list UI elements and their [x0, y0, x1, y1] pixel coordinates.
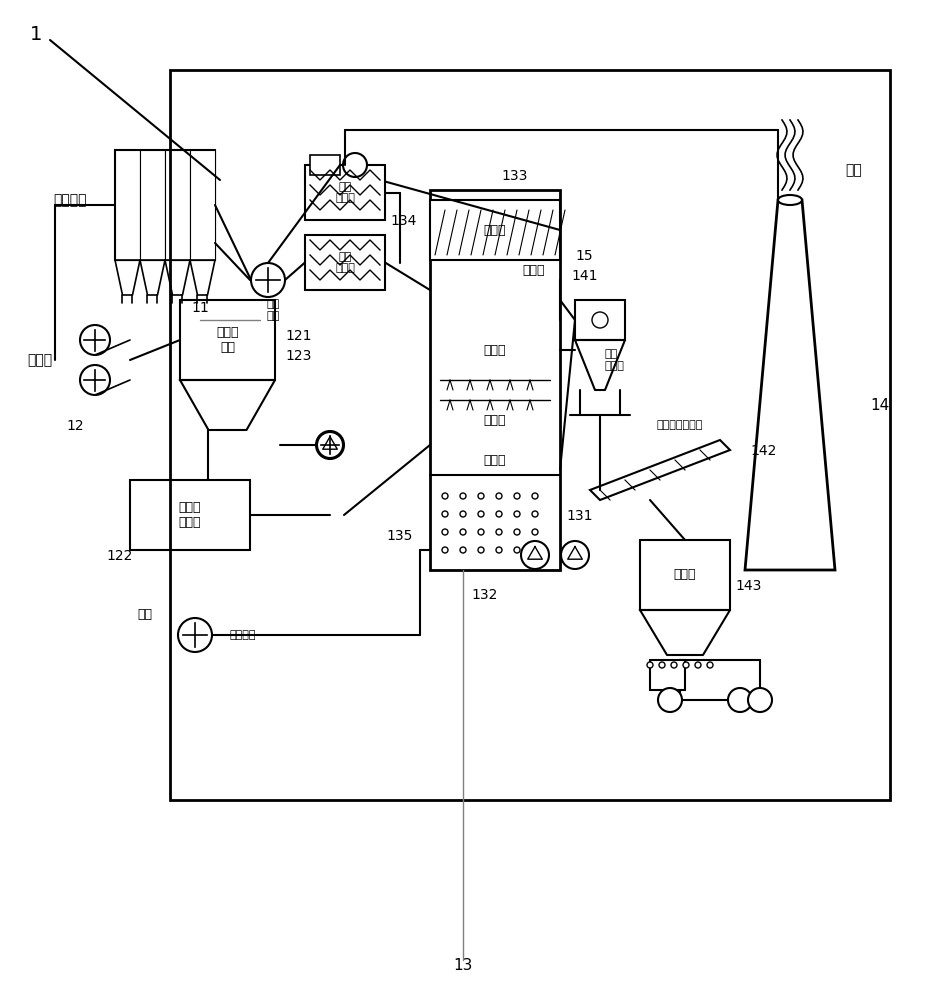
Text: 131: 131	[566, 509, 593, 523]
Text: 134: 134	[390, 214, 416, 228]
Circle shape	[592, 312, 608, 328]
Text: 1: 1	[30, 25, 43, 44]
Circle shape	[316, 431, 344, 459]
Text: 13: 13	[453, 958, 473, 973]
Circle shape	[478, 511, 484, 517]
Circle shape	[521, 541, 549, 569]
Circle shape	[460, 493, 466, 499]
Circle shape	[343, 153, 367, 177]
Circle shape	[748, 688, 772, 712]
FancyBboxPatch shape	[430, 190, 560, 570]
Text: 142: 142	[750, 444, 777, 458]
Text: 11: 11	[191, 301, 209, 315]
Text: 石膏仓: 石膏仓	[674, 568, 696, 582]
Circle shape	[478, 493, 484, 499]
Circle shape	[707, 662, 713, 668]
Circle shape	[514, 529, 520, 535]
Text: 12: 12	[66, 419, 83, 433]
FancyBboxPatch shape	[130, 480, 250, 550]
Text: 水力
旋流器: 水力 旋流器	[605, 349, 625, 371]
Text: 烟气
换热器: 烟气 换热器	[335, 182, 355, 203]
Circle shape	[683, 662, 689, 668]
Text: 循环槽: 循环槽	[484, 454, 506, 466]
Text: 电除尘器: 电除尘器	[53, 193, 87, 207]
Circle shape	[532, 511, 538, 517]
FancyBboxPatch shape	[165, 150, 190, 260]
FancyBboxPatch shape	[650, 660, 685, 690]
Text: 121: 121	[285, 329, 311, 343]
FancyBboxPatch shape	[310, 155, 340, 175]
Circle shape	[80, 365, 110, 395]
Circle shape	[478, 529, 484, 535]
FancyBboxPatch shape	[430, 200, 560, 260]
Circle shape	[251, 263, 285, 297]
Text: 吸收塔: 吸收塔	[484, 414, 506, 426]
Circle shape	[496, 511, 502, 517]
Circle shape	[496, 493, 502, 499]
Circle shape	[671, 662, 677, 668]
Text: 真空皮带脱水机: 真空皮带脱水机	[657, 420, 704, 430]
Text: 143: 143	[735, 579, 761, 593]
Text: 空气: 空气	[137, 608, 153, 621]
FancyBboxPatch shape	[115, 150, 215, 260]
Polygon shape	[745, 200, 835, 570]
Text: 洗洤区: 洗洤区	[484, 344, 506, 357]
Text: 141: 141	[572, 269, 598, 283]
Circle shape	[695, 662, 701, 668]
FancyBboxPatch shape	[140, 150, 165, 260]
Text: 增压
风机: 增压 风机	[266, 299, 280, 321]
Circle shape	[561, 541, 589, 569]
Text: 氧化风机: 氧化风机	[230, 630, 257, 640]
FancyBboxPatch shape	[575, 300, 625, 340]
Circle shape	[659, 662, 665, 668]
Circle shape	[532, 493, 538, 499]
Circle shape	[514, 547, 520, 553]
Circle shape	[442, 547, 448, 553]
FancyBboxPatch shape	[305, 165, 385, 220]
Text: 工艺水: 工艺水	[523, 263, 545, 276]
Circle shape	[460, 547, 466, 553]
Polygon shape	[590, 440, 730, 500]
FancyBboxPatch shape	[180, 300, 275, 380]
Text: 出口: 出口	[845, 163, 862, 177]
Circle shape	[442, 529, 448, 535]
Text: 14: 14	[870, 398, 889, 413]
Text: 133: 133	[502, 169, 528, 183]
Text: 石灰石
粉仓: 石灰石 粉仓	[216, 326, 239, 354]
Circle shape	[647, 662, 653, 668]
Text: 烟气
换热器: 烟气 换热器	[335, 252, 355, 273]
Text: 135: 135	[387, 529, 413, 543]
Circle shape	[442, 493, 448, 499]
Text: 132: 132	[472, 588, 498, 602]
Text: 石灰石: 石灰石	[28, 353, 53, 367]
FancyBboxPatch shape	[640, 540, 730, 610]
Circle shape	[178, 618, 212, 652]
Text: 15: 15	[575, 249, 592, 263]
Circle shape	[80, 325, 110, 355]
Circle shape	[514, 511, 520, 517]
FancyBboxPatch shape	[680, 660, 760, 700]
Circle shape	[532, 547, 538, 553]
Text: 石灰石
浆液笹: 石灰石 浆液笹	[179, 501, 201, 529]
Circle shape	[514, 493, 520, 499]
Text: 122: 122	[107, 549, 133, 563]
Ellipse shape	[778, 195, 802, 205]
Text: 除雾器: 除雾器	[484, 224, 506, 236]
Circle shape	[442, 511, 448, 517]
Circle shape	[728, 688, 752, 712]
Circle shape	[460, 529, 466, 535]
Circle shape	[460, 511, 466, 517]
FancyBboxPatch shape	[115, 150, 140, 260]
Circle shape	[532, 529, 538, 535]
Circle shape	[496, 547, 502, 553]
Circle shape	[496, 529, 502, 535]
Text: 123: 123	[285, 349, 311, 363]
Circle shape	[658, 688, 682, 712]
Circle shape	[317, 432, 343, 458]
FancyBboxPatch shape	[305, 235, 385, 290]
FancyBboxPatch shape	[190, 150, 215, 260]
Circle shape	[478, 547, 484, 553]
